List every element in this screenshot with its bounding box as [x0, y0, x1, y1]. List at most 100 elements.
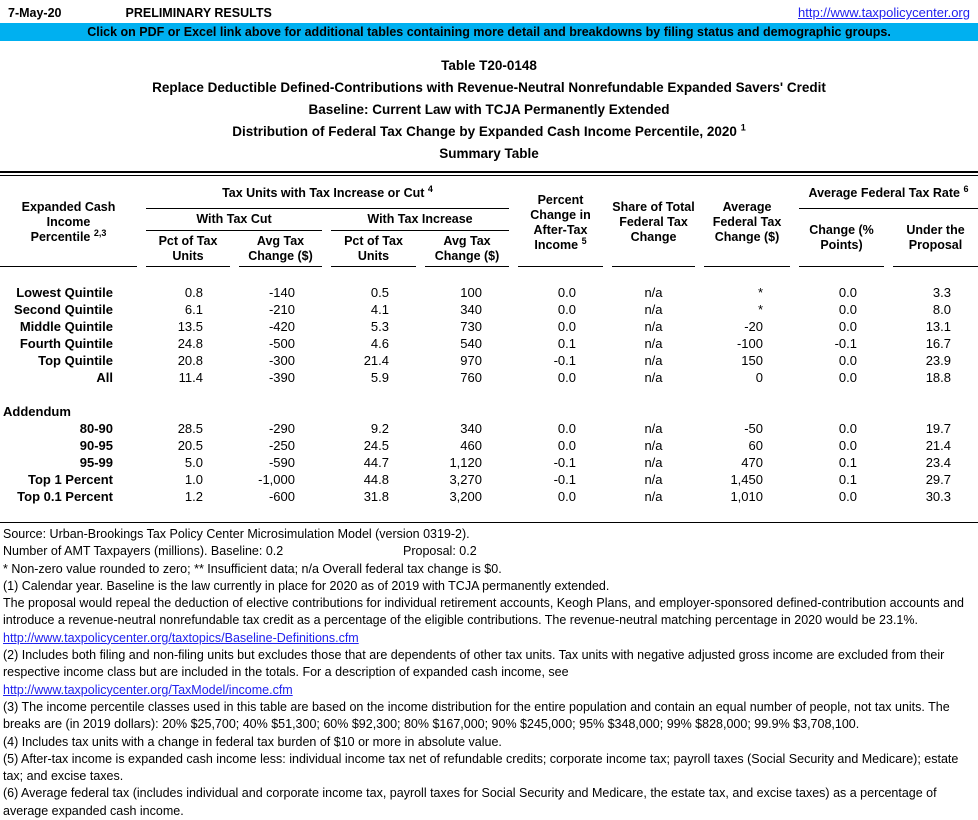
value-cell: 760 — [460, 370, 482, 385]
taxpolicycenter-link[interactable]: http://www.taxpolicycenter.org — [798, 5, 970, 20]
header-rate-under-proposal: Under the Proposal — [893, 209, 978, 267]
proposal-description: The proposal would repeal the deduction … — [3, 596, 964, 628]
row-label: Lowest Quintile — [16, 285, 113, 300]
row-label: Second Quintile — [14, 302, 113, 317]
header-avg-tax-change-cut: Avg Tax Change ($) — [239, 231, 322, 267]
footnotes: Source: Urban-Brookings Tax Policy Cente… — [0, 523, 978, 820]
footnote-ref-2-3: 2,3 — [93, 227, 107, 238]
header-pct-of-tax-units-increase: Pct of Tax Units — [331, 231, 416, 267]
header-expanded-cash-income-percentile: Expanded Cash Income Percentile 2,3 — [0, 179, 137, 267]
value-cell: 460 — [460, 438, 482, 453]
value-cell: 1,120 — [449, 455, 482, 470]
value-cell: 31.8 — [363, 489, 389, 504]
header-group-tax-units-increase-or-cut: Tax Units with Tax Increase or Cut 4 — [146, 179, 509, 209]
value-cell: n/a — [644, 370, 663, 385]
value-cell: 21.4 — [925, 438, 951, 453]
value-cell: 24.8 — [177, 336, 203, 351]
row-label: 80-90 — [79, 421, 113, 436]
value-cell: 0.5 — [370, 285, 389, 300]
header-rate-change-points: Change (% Points) — [799, 209, 884, 267]
value-cell: n/a — [644, 319, 663, 334]
value-cell: -50 — [744, 421, 763, 436]
row-label: Top 0.1 Percent — [17, 489, 113, 504]
value-cell: 0.0 — [838, 489, 857, 504]
value-cell: -390 — [268, 370, 295, 385]
value-cell: 8.0 — [932, 302, 951, 317]
spacer-row — [0, 267, 978, 284]
table-body: Lowest Quintile 0.8 -140 0.5 100 0.0 n/a * 0.0 3.… — [0, 267, 978, 522]
summary-table: Expanded Cash Income Percentile 2,3 Tax … — [0, 171, 978, 523]
row-label: Fourth Quintile — [19, 336, 113, 351]
value-cell: -300 — [268, 353, 295, 368]
value-cell: 0.0 — [557, 302, 576, 317]
header-percent-change-after-tax-income: Percent Change in After-Tax Income 5 — [518, 179, 603, 267]
value-cell: 4.1 — [370, 302, 389, 317]
header-with-tax-cut: With Tax Cut — [146, 209, 322, 231]
value-cell: 6.1 — [184, 302, 203, 317]
value-cell: 20.5 — [177, 438, 203, 453]
header-group-average-federal-tax-rate: Average Federal Tax Rate 6 — [799, 179, 978, 209]
value-cell: n/a — [644, 438, 663, 453]
value-cell: 28.5 — [177, 421, 203, 436]
amt-baseline: Number of AMT Taxpayers (millions). Base… — [3, 544, 284, 559]
footnote-4: (4) Includes tax units with a change in … — [3, 734, 502, 749]
value-cell: * — [757, 302, 763, 317]
value-cell: 0.0 — [557, 285, 576, 300]
value-cell: 0.0 — [838, 353, 857, 368]
value-cell: 23.4 — [925, 455, 951, 470]
value-cell: 0.0 — [838, 302, 857, 317]
value-cell: 0.0 — [557, 489, 576, 504]
value-cell: 0.1 — [838, 472, 857, 487]
value-cell: 0 — [755, 370, 763, 385]
baseline-definitions-link[interactable]: http://www.taxpolicycenter.org/taxtopics… — [3, 630, 359, 645]
proposal-title: Replace Deductible Defined-Contributions… — [152, 80, 826, 95]
value-cell: 540 — [460, 336, 482, 351]
value-cell: 3,270 — [449, 472, 482, 487]
value-cell: -100 — [736, 336, 763, 351]
value-cell: -20 — [744, 319, 763, 334]
footnote-ref-4: 4 — [427, 183, 433, 194]
value-cell: 1.0 — [184, 472, 203, 487]
footnote-ref-1: 1 — [740, 122, 746, 133]
value-cell: -0.1 — [553, 472, 576, 487]
value-cell: 970 — [460, 353, 482, 368]
title-block: Table T20-0148 Replace Deductible Define… — [0, 55, 978, 165]
value-cell: 470 — [741, 455, 763, 470]
row-label: Top Quintile — [38, 353, 113, 368]
value-cell: 0.0 — [838, 285, 857, 300]
info-banner-text: Click on PDF or Excel link above for add… — [87, 25, 891, 39]
footnote-ref-6: 6 — [963, 183, 969, 194]
row-label: 95-99 — [79, 455, 113, 470]
amt-proposal: Proposal: 0.2 — [403, 544, 477, 559]
value-cell: -0.1 — [553, 455, 576, 470]
row-label: Top 1 Percent — [27, 472, 113, 487]
footnote-5: (5) After-tax income is expanded cash in… — [3, 751, 959, 784]
value-cell: 0.1 — [838, 455, 857, 470]
value-cell: 340 — [460, 302, 482, 317]
value-cell: 19.7 — [925, 421, 951, 436]
value-cell: 0.0 — [557, 421, 576, 436]
value-cell: 0.0 — [838, 319, 857, 334]
value-cell: n/a — [644, 285, 663, 300]
value-cell: 44.8 — [363, 472, 389, 487]
distribution-title: Distribution of Federal Tax Change by Ex… — [232, 122, 746, 139]
value-cell: 0.0 — [557, 438, 576, 453]
value-cell: 30.3 — [925, 489, 951, 504]
spacer-row — [0, 386, 978, 403]
value-cell: 1,010 — [730, 489, 763, 504]
row-label: Middle Quintile — [19, 319, 113, 334]
summary-table-title: Summary Table — [439, 146, 539, 161]
value-cell: 13.5 — [177, 319, 203, 334]
value-cell: -0.1 — [834, 336, 857, 351]
table-number-title: Table T20-0148 — [441, 58, 537, 73]
value-cell: 0.0 — [838, 370, 857, 385]
value-cell: -140 — [268, 285, 295, 300]
value-cell: * — [757, 285, 763, 300]
income-link-line: http://www.taxpolicycenter.org/TaxModel/… — [3, 682, 974, 699]
value-cell: -290 — [268, 421, 295, 436]
value-cell: n/a — [644, 472, 663, 487]
income-definition-link[interactable]: http://www.taxpolicycenter.org/TaxModel/… — [3, 682, 293, 697]
value-cell: 0.0 — [557, 319, 576, 334]
info-banner: Click on PDF or Excel link above for add… — [0, 23, 978, 41]
